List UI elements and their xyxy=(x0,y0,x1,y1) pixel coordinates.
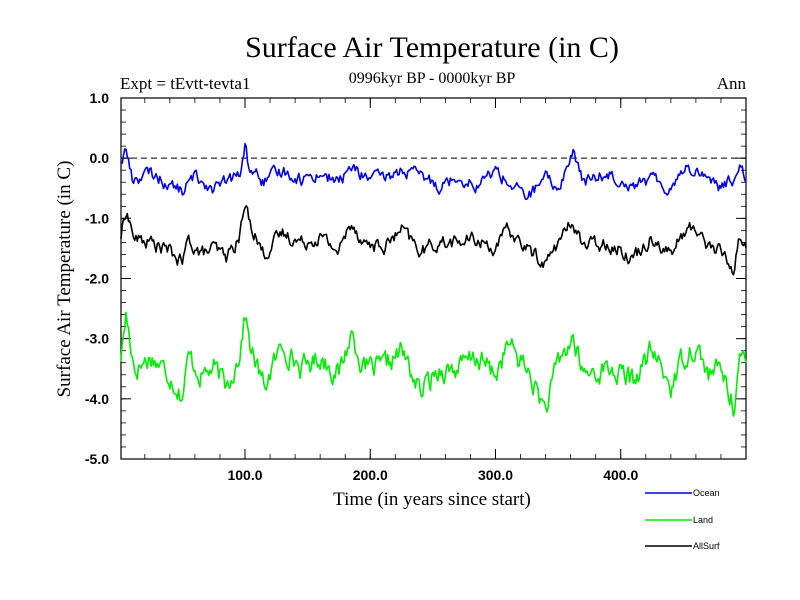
series-line-ocean xyxy=(120,142,747,200)
x-tick-label: 300.0 xyxy=(478,467,513,483)
legend-label-allsurf: AllSurf xyxy=(693,541,720,551)
plot-frame xyxy=(120,97,747,460)
season-label: Ann xyxy=(717,74,747,93)
y-tick-label: -2.0 xyxy=(85,271,109,287)
y-tick-label: 1.0 xyxy=(90,90,110,106)
chart-subtitle: 0996kyr BP - 0000kyr BP xyxy=(349,70,516,87)
axis-ticks xyxy=(121,97,746,460)
legend-label-land: Land xyxy=(693,515,713,525)
series-lines xyxy=(120,142,747,417)
legend-label-ocean: Ocean xyxy=(693,488,720,498)
y-tick-label: -3.0 xyxy=(85,331,109,347)
legend: Ocean Land AllSurf xyxy=(645,488,720,551)
x-axis-title: Time (in years since start) xyxy=(333,489,531,510)
y-tick-label: 0.0 xyxy=(90,150,110,166)
series-line-allsurf xyxy=(120,205,747,276)
series-line-land xyxy=(120,311,747,417)
x-tick-label: 400.0 xyxy=(603,467,638,483)
y-tick-label: -4.0 xyxy=(85,391,109,407)
experiment-label: Expt = tEvtt-tevta1 xyxy=(120,74,250,93)
x-tick-label: 100.0 xyxy=(227,467,262,483)
axis-tick-labels: 1.0 0.0 -1.0 -2.0 -3.0 -4.0 -5.0 100.0 200.0 300.… xyxy=(85,90,639,483)
y-axis-title: Surface Air Temperature (in C) xyxy=(54,161,75,398)
chart-title: Surface Air Temperature (in C) xyxy=(245,31,619,64)
y-tick-label: -1.0 xyxy=(85,210,109,226)
y-tick-label: -5.0 xyxy=(85,451,109,467)
x-tick-label: 200.0 xyxy=(353,467,388,483)
